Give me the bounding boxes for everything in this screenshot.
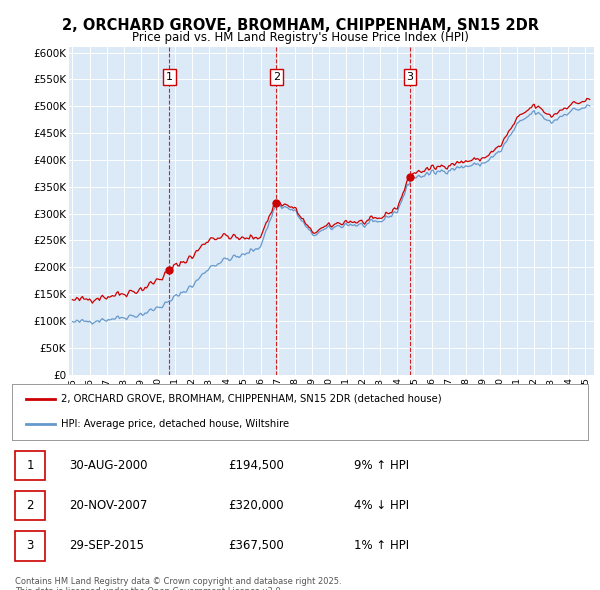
Text: 2: 2 [26, 499, 34, 512]
Text: Price paid vs. HM Land Registry's House Price Index (HPI): Price paid vs. HM Land Registry's House … [131, 31, 469, 44]
Text: 2, ORCHARD GROVE, BROMHAM, CHIPPENHAM, SN15 2DR: 2, ORCHARD GROVE, BROMHAM, CHIPPENHAM, S… [62, 18, 539, 32]
Text: 9% ↑ HPI: 9% ↑ HPI [354, 459, 409, 472]
Text: 20-NOV-2007: 20-NOV-2007 [69, 499, 148, 512]
Text: 4% ↓ HPI: 4% ↓ HPI [354, 499, 409, 512]
Text: HPI: Average price, detached house, Wiltshire: HPI: Average price, detached house, Wilt… [61, 419, 289, 430]
Text: 2, ORCHARD GROVE, BROMHAM, CHIPPENHAM, SN15 2DR (detached house): 2, ORCHARD GROVE, BROMHAM, CHIPPENHAM, S… [61, 394, 442, 404]
Text: 30-AUG-2000: 30-AUG-2000 [69, 459, 148, 472]
Text: £367,500: £367,500 [228, 539, 284, 552]
Text: £194,500: £194,500 [228, 459, 284, 472]
Text: 1% ↑ HPI: 1% ↑ HPI [354, 539, 409, 552]
Text: 3: 3 [407, 72, 413, 82]
Text: 2: 2 [272, 72, 280, 82]
Text: 3: 3 [26, 539, 34, 552]
Text: 1: 1 [166, 72, 173, 82]
Text: 1: 1 [26, 459, 34, 472]
Text: Contains HM Land Registry data © Crown copyright and database right 2025.
This d: Contains HM Land Registry data © Crown c… [15, 577, 341, 590]
Text: 29-SEP-2015: 29-SEP-2015 [69, 539, 144, 552]
Text: £320,000: £320,000 [228, 499, 284, 512]
